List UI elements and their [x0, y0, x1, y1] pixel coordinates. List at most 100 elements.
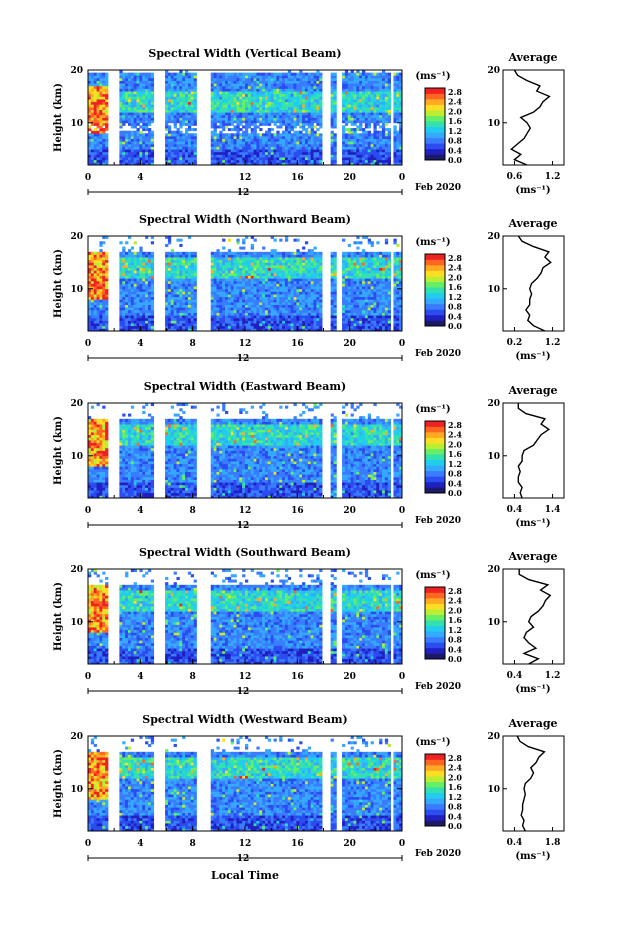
heatmap-cell — [282, 159, 286, 163]
heatmap-cell — [256, 267, 260, 271]
heatmap-cell — [259, 99, 263, 103]
heatmap-cell — [344, 162, 349, 166]
heatmap-cell — [142, 320, 146, 324]
heatmap-cell — [99, 91, 103, 95]
heatmap-cell — [193, 317, 197, 321]
heatmap-cell — [190, 138, 195, 142]
heatmap-cell — [173, 280, 177, 284]
heatmap-cell — [139, 162, 143, 166]
heatmap-cell — [219, 83, 223, 87]
heatmap-cell — [259, 251, 263, 255]
heatmap-cell — [344, 143, 349, 147]
heatmap-cell — [344, 106, 349, 110]
heatmap-cell — [227, 267, 232, 271]
heatmap-cell — [145, 272, 149, 276]
heatmap-cell — [350, 149, 354, 153]
heatmap-cell — [262, 254, 266, 258]
heatmap-cell — [267, 99, 272, 103]
heatmap-cell — [133, 99, 137, 103]
heatmap-cell — [193, 257, 197, 261]
heatmap-cell — [362, 75, 366, 79]
heatmap-cell — [373, 151, 377, 155]
heatmap-cell — [193, 149, 197, 153]
heatmap-cell — [287, 146, 292, 150]
heatmap-cell — [90, 109, 95, 113]
heatmap-cell — [270, 154, 274, 158]
heatmap-cell — [267, 130, 272, 134]
heatmap-cell — [176, 323, 180, 327]
heatmap-cell — [127, 106, 132, 110]
heatmap-cell — [242, 141, 246, 145]
heatmap-cell — [276, 151, 280, 155]
heatmap-cell — [262, 80, 266, 84]
heatmap-cell — [93, 301, 97, 306]
heatmap-cell — [93, 133, 97, 137]
heatmap-cell — [190, 104, 195, 108]
heatmap-cell — [230, 312, 234, 316]
heatmap-cell — [236, 288, 240, 292]
heatmap-cell — [230, 265, 234, 269]
heatmap-cell — [250, 83, 254, 87]
heatmap-cell — [279, 151, 283, 155]
heatmap-cell — [125, 272, 129, 276]
heatmap-cell — [173, 272, 177, 276]
heatmap-cell — [256, 296, 260, 300]
heatmap-cell — [230, 323, 234, 327]
heatmap-cell — [225, 88, 229, 92]
heatmap-cell — [316, 85, 320, 89]
heatmap-cell — [150, 291, 155, 295]
heatmap-cell — [136, 259, 140, 263]
heatmap-cell — [373, 80, 377, 84]
heatmap-cell — [364, 75, 369, 79]
heatmap-cell — [362, 112, 366, 116]
heatmap-cell — [279, 309, 283, 313]
heatmap-cell — [133, 315, 137, 319]
heatmap-cell — [296, 85, 300, 89]
heatmap-cell — [105, 138, 109, 142]
heatmap-cell — [127, 80, 132, 84]
heatmap-cell — [307, 114, 312, 118]
heatmap-cell — [253, 238, 257, 242]
heatmap-cell — [213, 141, 217, 145]
heatmap-cell — [88, 265, 92, 269]
heatmap-cell — [356, 146, 360, 150]
heatmap-cell — [185, 99, 189, 103]
heatmap-cell — [190, 154, 195, 158]
heatmap-cell — [179, 328, 183, 332]
heatmap-cell — [267, 315, 272, 319]
heatmap-cell — [239, 114, 243, 118]
heatmap-cell — [187, 135, 192, 140]
heatmap-cell — [225, 112, 229, 116]
heatmap-cell — [176, 309, 180, 313]
heatmap-cell — [242, 130, 246, 134]
heatmap-cell — [362, 133, 366, 137]
heatmap-cell — [133, 72, 137, 76]
heatmap-cell — [187, 280, 192, 284]
heatmap-cell — [225, 72, 229, 76]
heatmap-cell — [353, 112, 357, 116]
heatmap-cell — [247, 283, 252, 287]
heatmap-cell — [367, 138, 371, 142]
heatmap-cell — [290, 325, 294, 329]
heatmap-cell — [259, 304, 263, 308]
heatmap-cell — [179, 301, 183, 306]
heatmap-cell — [279, 93, 283, 97]
heatmap-cell — [133, 120, 137, 124]
heatmap-cell — [344, 112, 349, 116]
heatmap-cell — [245, 315, 249, 319]
heatmap-cell — [267, 304, 272, 308]
heatmap-cell — [176, 104, 180, 108]
heatmap-cell — [239, 323, 243, 327]
heatmap-cell — [253, 323, 257, 327]
heatmap-cell — [119, 114, 123, 118]
heatmap-cell — [307, 99, 312, 103]
heatmap-cell — [262, 85, 266, 89]
heatmap-cell — [316, 96, 320, 100]
heatmap-cell — [259, 85, 263, 89]
heatmap-cell — [379, 91, 383, 95]
heatmap-cell — [330, 101, 334, 105]
heatmap-cell — [173, 320, 177, 324]
heatmap-cell — [256, 143, 260, 147]
heatmap-cell — [245, 296, 249, 300]
heatmap-cell — [284, 257, 289, 261]
